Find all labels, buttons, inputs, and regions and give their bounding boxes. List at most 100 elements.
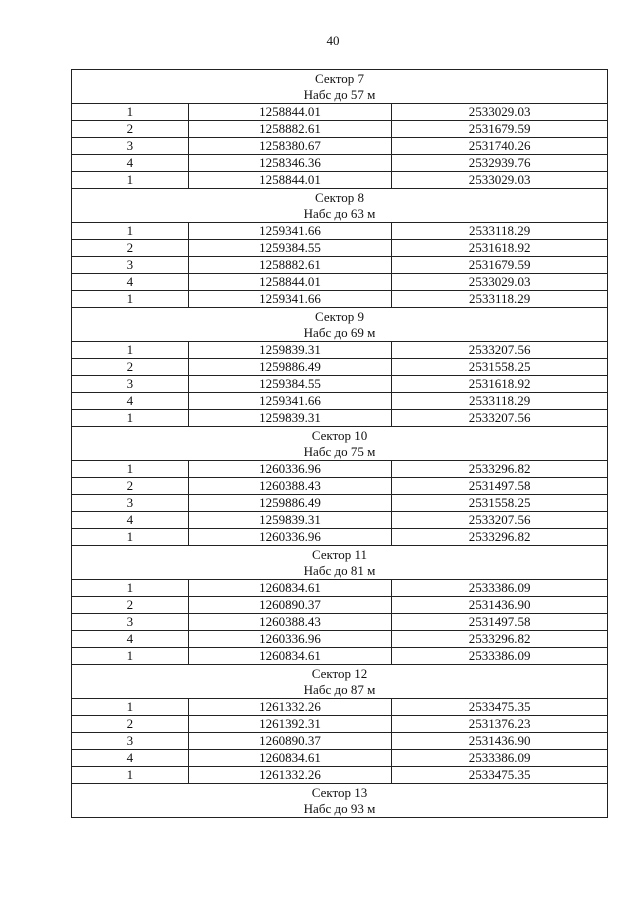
coordinate-y-cell: 2533029.03 <box>391 273 608 291</box>
coordinate-x-cell: 1259384.55 <box>187 239 393 257</box>
coordinate-y-cell: 2533207.56 <box>391 409 608 427</box>
coordinate-y-cell: 2531618.92 <box>391 375 608 393</box>
table-row: 3 1258882.61 2531679.59 <box>71 256 608 274</box>
point-number-cell: 2 <box>71 358 189 376</box>
coordinate-y-cell: 2533029.03 <box>391 103 608 121</box>
coordinate-y-cell: 2531436.90 <box>391 732 608 750</box>
sector-height-limit: Набс до 87 м <box>303 681 376 697</box>
point-number-cell: 1 <box>71 222 189 240</box>
point-number-cell: 1 <box>71 460 189 478</box>
table-row: 1 1259341.66 2533118.29 <box>71 222 608 240</box>
sector-title: Сектор 9 <box>314 308 364 324</box>
sector-header-row: Сектор 11 Набс до 81 м <box>71 545 608 580</box>
coordinate-y-cell: 2533207.56 <box>391 511 608 529</box>
coordinates-table-body: Сектор 7 Набс до 57 м 1 1258844.01 2533029.0… <box>71 69 608 818</box>
coordinate-x-cell: 1260388.43 <box>187 613 393 631</box>
table-row: 1 1260834.61 2533386.09 <box>71 579 608 597</box>
coordinate-x-cell: 1261332.26 <box>187 698 393 716</box>
point-number-cell: 2 <box>71 120 189 138</box>
sector-height-limit: Набс до 93 м <box>303 800 376 816</box>
coordinate-y-cell: 2533118.29 <box>391 290 608 308</box>
sector-height-limit: Набс до 81 м <box>303 562 376 578</box>
table-row: 4 1259341.66 2533118.29 <box>71 392 608 410</box>
point-number-cell: 3 <box>71 732 189 750</box>
table-row: 3 1260890.37 2531436.90 <box>71 732 608 750</box>
coordinate-y-cell: 2533386.09 <box>391 749 608 767</box>
coordinate-x-cell: 1259341.66 <box>187 392 393 410</box>
coordinate-y-cell: 2533029.03 <box>391 171 608 189</box>
coordinate-x-cell: 1260336.96 <box>187 630 393 648</box>
coordinate-x-cell: 1260890.37 <box>187 596 393 614</box>
table-row: 3 1259384.55 2531618.92 <box>71 375 608 393</box>
sector-header-row: Сектор 10 Набс до 75 м <box>71 426 608 461</box>
point-number-cell: 3 <box>71 494 189 512</box>
coordinate-y-cell: 2533475.35 <box>391 766 608 784</box>
coordinate-y-cell: 2531436.90 <box>391 596 608 614</box>
coordinate-y-cell: 2531376.23 <box>391 715 608 733</box>
sector-header-row: Сектор 13 Набс до 93 м <box>71 783 608 818</box>
coordinate-y-cell: 2533296.82 <box>391 460 608 478</box>
table-row: 3 1260388.43 2531497.58 <box>71 613 608 631</box>
page-number: 40 <box>326 33 340 48</box>
sector-header-row: Сектор 7 Набс до 57 м <box>71 69 608 104</box>
sector-header-cell: Сектор 8 Набс до 63 м <box>71 188 608 223</box>
table-row: 1 1259341.66 2533118.29 <box>71 290 608 308</box>
coordinate-y-cell: 2531558.25 <box>391 494 608 512</box>
table-row: 4 1260834.61 2533386.09 <box>71 749 608 767</box>
sector-header-cell: Сектор 12 Набс до 87 м <box>71 664 608 699</box>
coordinate-x-cell: 1260336.96 <box>187 460 393 478</box>
point-number-cell: 3 <box>71 137 189 155</box>
coordinate-y-cell: 2532939.76 <box>391 154 608 172</box>
coordinate-y-cell: 2533207.56 <box>391 341 608 359</box>
sector-height-limit: Набс до 75 м <box>303 443 376 459</box>
point-number-cell: 1 <box>71 528 189 546</box>
table-row: 1 1260336.96 2533296.82 <box>71 528 608 546</box>
point-number-cell: 1 <box>71 647 189 665</box>
point-number-cell: 4 <box>71 273 189 291</box>
coordinate-y-cell: 2531558.25 <box>391 358 608 376</box>
sector-header-cell: Сектор 10 Набс до 75 м <box>71 426 608 461</box>
table-row: 2 1260890.37 2531436.90 <box>71 596 608 614</box>
coordinate-x-cell: 1260388.43 <box>187 477 393 495</box>
coordinate-x-cell: 1261332.26 <box>187 766 393 784</box>
coordinate-y-cell: 2531497.58 <box>391 613 608 631</box>
table-row: 1 1260336.96 2533296.82 <box>71 460 608 478</box>
table-row: 3 1259886.49 2531558.25 <box>71 494 608 512</box>
coordinate-y-cell: 2533118.29 <box>391 222 608 240</box>
sector-header-cell: Сектор 9 Набс до 69 м <box>71 307 608 342</box>
table-row: 3 1258380.67 2531740.26 <box>71 137 608 155</box>
coordinate-y-cell: 2531497.58 <box>391 477 608 495</box>
point-number-cell: 1 <box>71 579 189 597</box>
point-number-cell: 1 <box>71 409 189 427</box>
point-number-cell: 3 <box>71 375 189 393</box>
sector-header-row: Сектор 9 Набс до 69 м <box>71 307 608 342</box>
sector-header-cell: Сектор 11 Набс до 81 м <box>71 545 608 580</box>
table-row: 2 1261392.31 2531376.23 <box>71 715 608 733</box>
coordinates-table: Сектор 7 Набс до 57 м 1 1258844.01 2533029.0… <box>71 69 608 818</box>
sector-title: Сектор 12 <box>311 665 368 681</box>
sector-header-cell: Сектор 7 Набс до 57 м <box>71 69 608 104</box>
coordinate-x-cell: 1258346.36 <box>187 154 393 172</box>
coordinate-y-cell: 2533386.09 <box>391 647 608 665</box>
coordinate-x-cell: 1260336.96 <box>187 528 393 546</box>
coordinate-x-cell: 1260834.61 <box>187 749 393 767</box>
table-row: 4 1258844.01 2533029.03 <box>71 273 608 291</box>
point-number-cell: 2 <box>71 477 189 495</box>
point-number-cell: 4 <box>71 630 189 648</box>
point-number-cell: 3 <box>71 256 189 274</box>
sector-height-limit: Набс до 69 м <box>303 324 376 340</box>
coordinate-x-cell: 1259886.49 <box>187 494 393 512</box>
coordinate-y-cell: 2531679.59 <box>391 256 608 274</box>
sector-title: Сектор 10 <box>311 427 368 443</box>
sector-title: Сектор 11 <box>311 546 368 562</box>
coordinate-y-cell: 2533118.29 <box>391 392 608 410</box>
sector-title: Сектор 8 <box>314 189 364 205</box>
point-number-cell: 1 <box>71 103 189 121</box>
coordinate-x-cell: 1258844.01 <box>187 171 393 189</box>
point-number-cell: 4 <box>71 511 189 529</box>
table-row: 4 1259839.31 2533207.56 <box>71 511 608 529</box>
table-row: 1 1260834.61 2533386.09 <box>71 647 608 665</box>
coordinate-y-cell: 2531618.92 <box>391 239 608 257</box>
coordinate-y-cell: 2531679.59 <box>391 120 608 138</box>
point-number-cell: 4 <box>71 154 189 172</box>
